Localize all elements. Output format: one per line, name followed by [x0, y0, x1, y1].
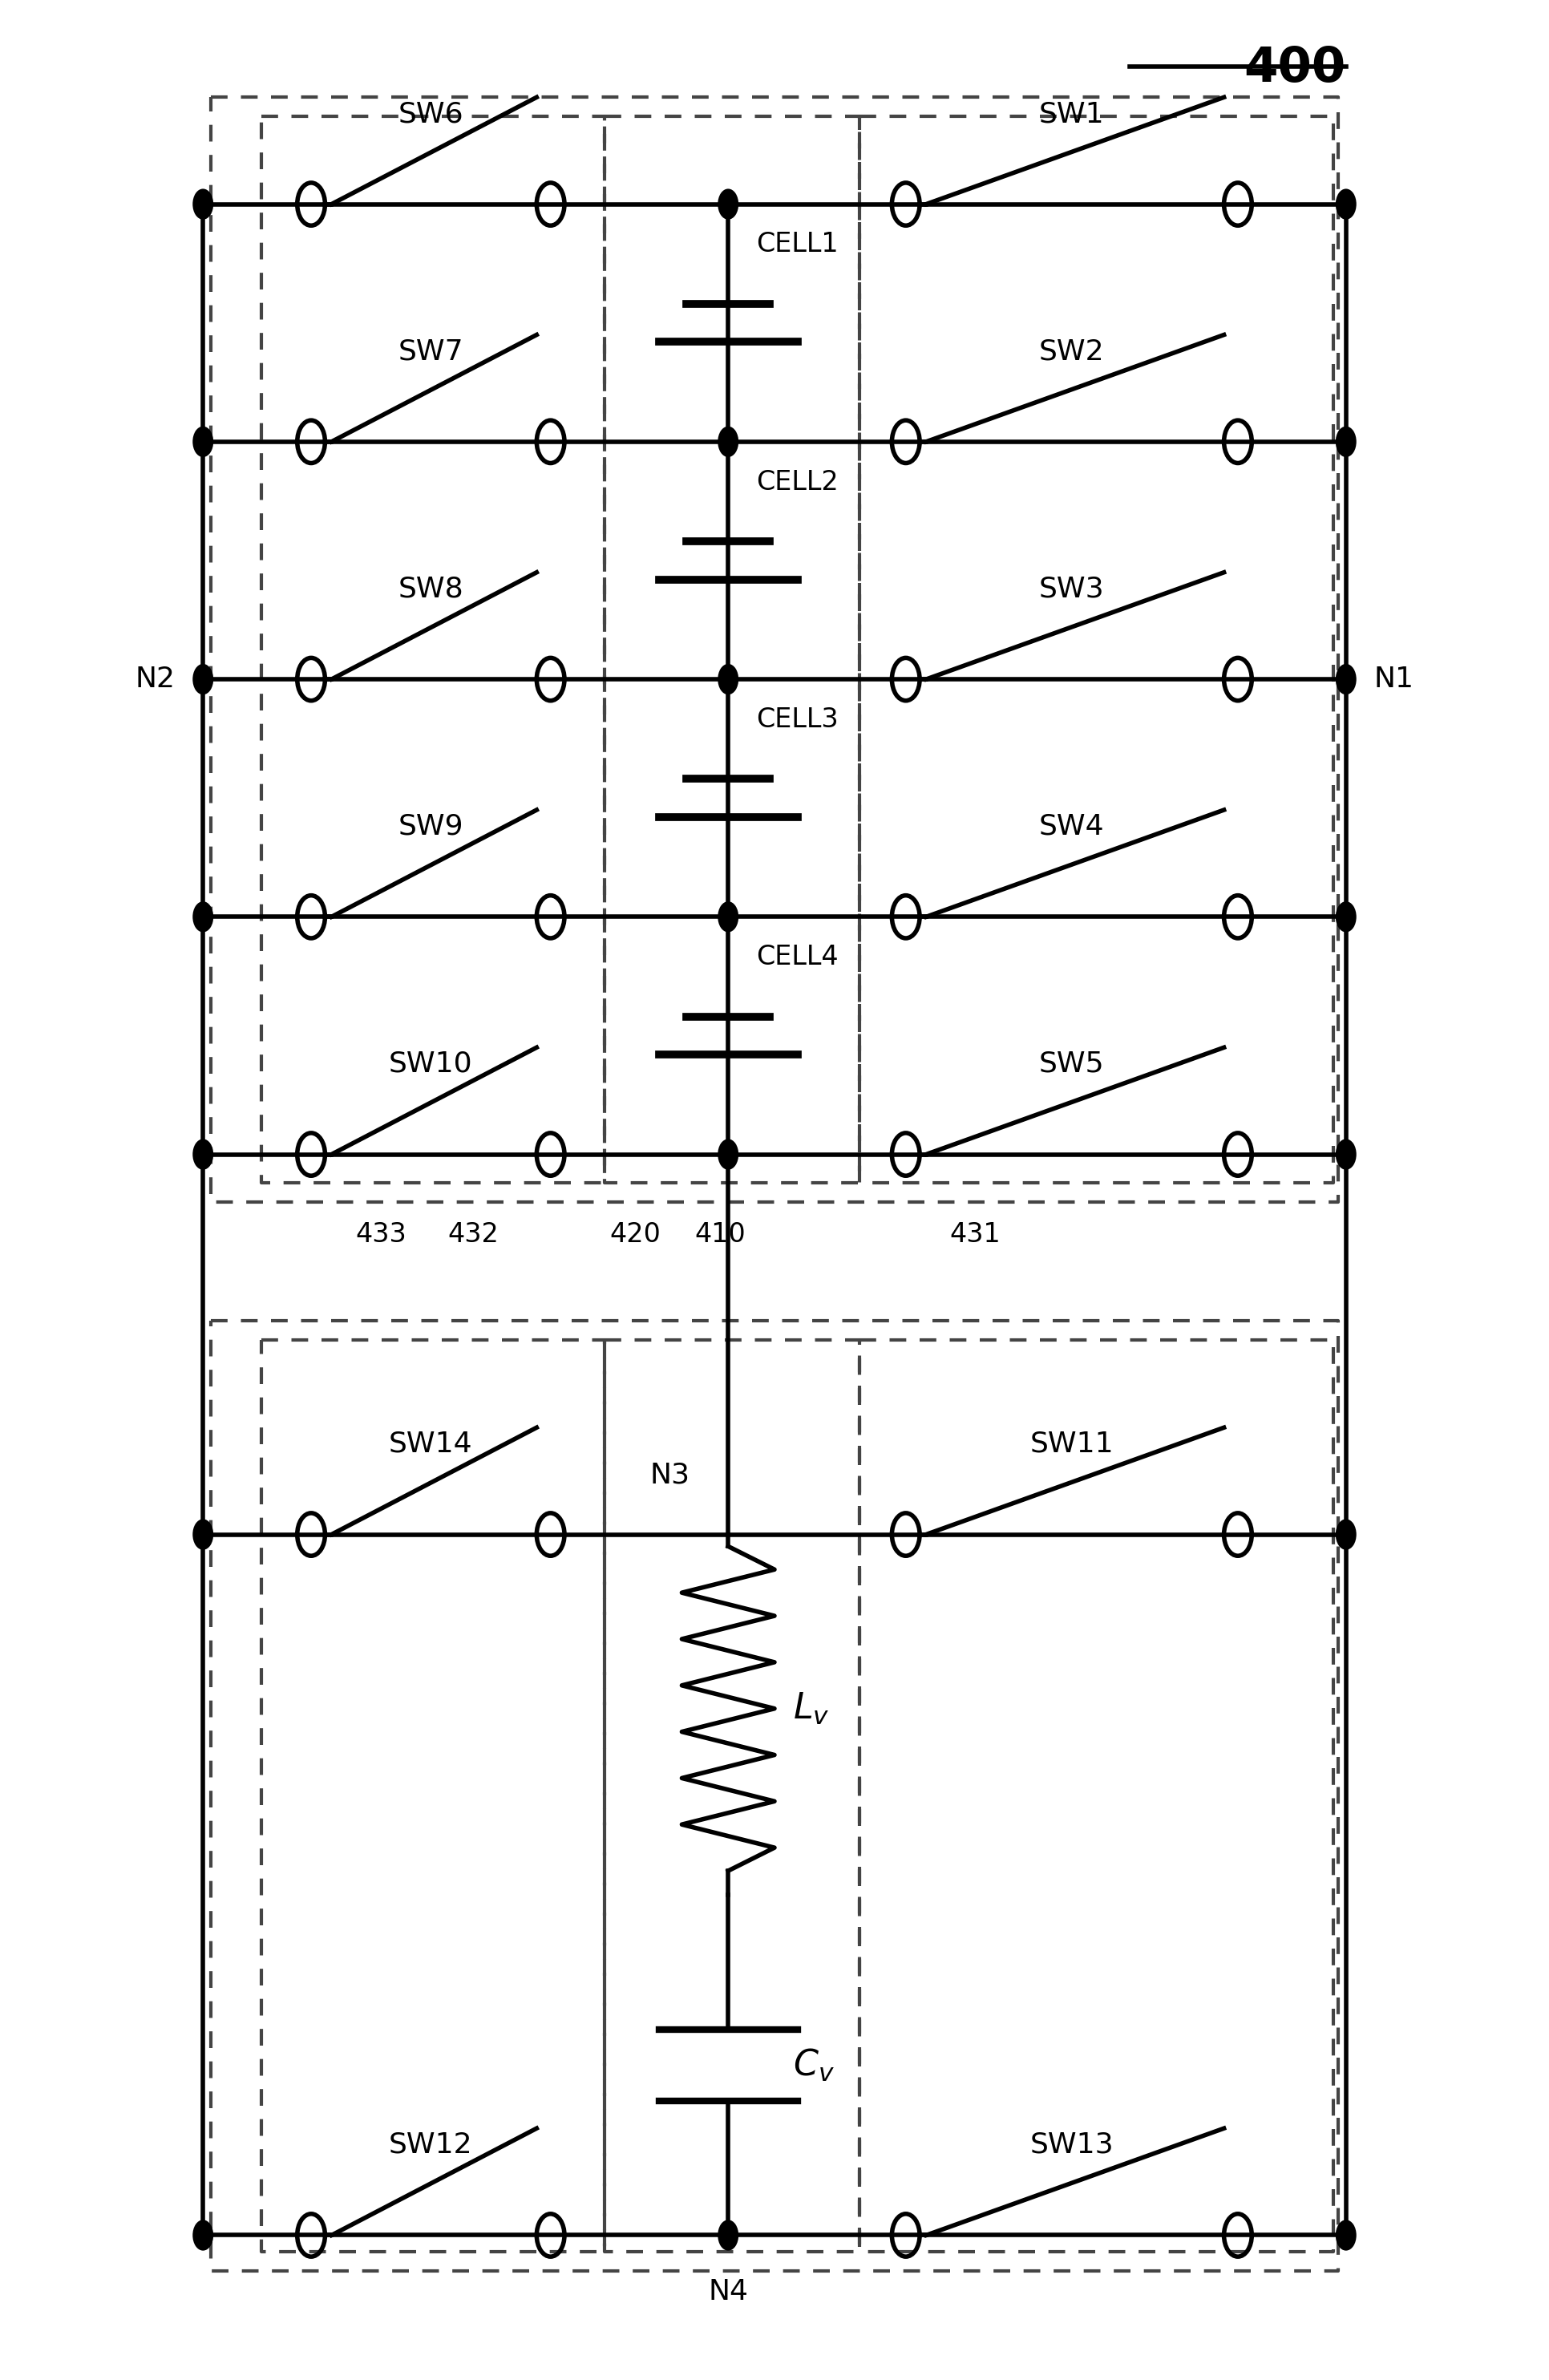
Text: SW1: SW1 [1039, 100, 1104, 129]
Text: SW7: SW7 [398, 338, 463, 364]
Text: 410: 410 [696, 1221, 747, 1247]
Text: SW5: SW5 [1039, 1050, 1104, 1078]
Circle shape [1337, 428, 1355, 457]
Text: SW9: SW9 [398, 814, 463, 840]
Circle shape [194, 1521, 212, 1549]
Text: N4: N4 [708, 2278, 748, 2306]
Circle shape [1337, 664, 1355, 693]
Circle shape [1337, 1140, 1355, 1169]
Text: 400: 400 [1244, 45, 1346, 93]
Text: SW6: SW6 [398, 100, 463, 129]
Text: SW2: SW2 [1039, 338, 1104, 364]
Circle shape [1337, 1521, 1355, 1549]
Text: $C_v$: $C_v$ [793, 2047, 835, 2082]
Text: 431: 431 [950, 1221, 1001, 1247]
Text: SW11: SW11 [1030, 1430, 1114, 1459]
Text: 433: 433 [355, 1221, 406, 1247]
Text: CELL1: CELL1 [756, 231, 838, 257]
Text: SW4: SW4 [1039, 814, 1104, 840]
Circle shape [719, 902, 737, 931]
Circle shape [194, 664, 212, 693]
Circle shape [719, 2221, 737, 2249]
Text: CELL2: CELL2 [756, 469, 838, 495]
Text: $L_v$: $L_v$ [793, 1690, 830, 1725]
Text: CELL4: CELL4 [756, 945, 838, 971]
Text: SW8: SW8 [398, 576, 463, 602]
Text: SW13: SW13 [1030, 2132, 1114, 2159]
Text: CELL3: CELL3 [756, 707, 838, 733]
Text: N1: N1 [1374, 666, 1414, 693]
Circle shape [719, 428, 737, 457]
Circle shape [194, 2221, 212, 2249]
Text: SW3: SW3 [1039, 576, 1104, 602]
Circle shape [719, 1140, 737, 1169]
Circle shape [1337, 2221, 1355, 2249]
Circle shape [1337, 902, 1355, 931]
Text: SW14: SW14 [389, 1430, 472, 1459]
Text: SW10: SW10 [389, 1050, 472, 1078]
Circle shape [194, 190, 212, 219]
Circle shape [194, 428, 212, 457]
Text: 432: 432 [448, 1221, 499, 1247]
Text: N2: N2 [135, 666, 175, 693]
Circle shape [194, 1140, 212, 1169]
Text: SW12: SW12 [389, 2132, 472, 2159]
Circle shape [1337, 190, 1355, 219]
Text: N3: N3 [649, 1461, 689, 1490]
Circle shape [194, 902, 212, 931]
Circle shape [719, 190, 737, 219]
Circle shape [719, 664, 737, 693]
Text: 420: 420 [610, 1221, 661, 1247]
